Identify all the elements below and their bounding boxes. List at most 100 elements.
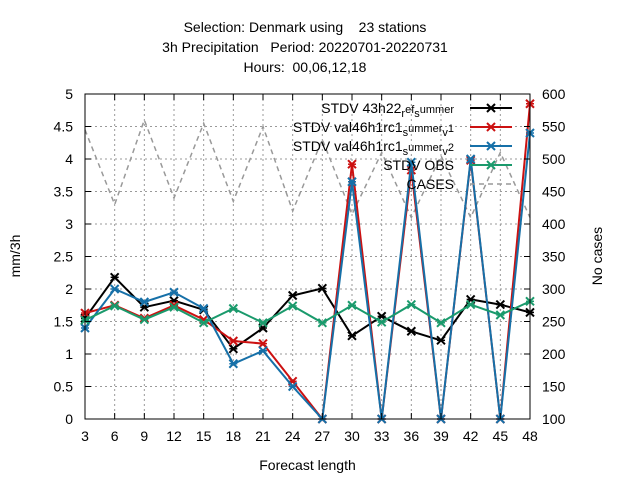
y2-tick-label: 200 (542, 346, 566, 362)
y2-tick-label: 550 (542, 119, 566, 135)
y-tick-label: 1.5 (54, 314, 74, 330)
legend-entry: STDV val46h1rc1summerv1 (293, 119, 512, 139)
data-point (347, 300, 357, 310)
y2-tick-label: 250 (542, 314, 566, 330)
legend-entry: STDV 43h22refsummer (321, 100, 512, 120)
legend-entry: STDV val46h1rc1summerv2 (293, 138, 512, 158)
legend-entry: STDV OBS (383, 157, 512, 173)
x-axis-label: Forecast length (259, 457, 356, 473)
x-tick-label: 18 (226, 428, 242, 444)
legend-label: STDV 43h22refsummer (321, 100, 454, 120)
data-point (495, 299, 506, 310)
y-tick-label: 5 (65, 86, 73, 102)
data-point (465, 299, 476, 310)
data-point (169, 287, 179, 297)
data-point (139, 314, 150, 325)
data-point (287, 381, 298, 392)
x-tick-label: 3 (81, 428, 89, 444)
legend-label: STDV val46h1rc1summerv1 (293, 119, 454, 139)
data-point (109, 272, 120, 283)
y2-tick-label: 350 (542, 249, 566, 265)
data-point (228, 359, 239, 369)
x-tick-label: 24 (285, 428, 301, 444)
series-line (84, 275, 531, 351)
series-0 (80, 272, 535, 354)
data-point (486, 141, 496, 151)
series-line (84, 132, 531, 422)
y-tick-label: 4 (65, 151, 73, 167)
data-point (258, 318, 268, 328)
x-tick-label: 15 (196, 428, 212, 444)
x-tick-label: 48 (522, 428, 538, 444)
data-point (347, 177, 357, 187)
x-tick-label: 6 (111, 428, 119, 444)
y-tick-label: 3 (65, 216, 73, 232)
y2-tick-label: 100 (542, 411, 566, 427)
legend-label: STDV val46h1rc1summerv2 (293, 138, 454, 158)
x-tick-label: 45 (493, 428, 509, 444)
data-point (109, 301, 120, 311)
x-tick-label: 42 (463, 428, 479, 444)
x-tick-label: 39 (433, 428, 449, 444)
x-tick-label: 12 (166, 428, 182, 444)
y-tick-label: 0 (65, 411, 73, 427)
data-point (406, 326, 417, 336)
series-line (84, 117, 531, 220)
y2-axis-label: No cases (589, 227, 605, 285)
data-point (169, 302, 179, 312)
data-point (495, 310, 506, 320)
y-tick-label: 0.5 (54, 379, 74, 395)
data-point (317, 283, 328, 294)
data-point (287, 301, 298, 311)
y-tick-label: 4.5 (54, 119, 74, 135)
data-point (198, 318, 209, 328)
y2-tick-label: 600 (542, 86, 566, 102)
y2-tick-label: 300 (542, 281, 566, 297)
y-tick-label: 2.5 (54, 249, 74, 265)
y2-tick-label: 500 (542, 151, 566, 167)
data-point (228, 336, 239, 346)
y2-tick-label: 150 (542, 379, 566, 395)
series-2 (80, 128, 535, 424)
data-point (228, 303, 239, 314)
title-line: Hours: 00,06,12,18 (244, 59, 367, 75)
data-point (317, 318, 328, 328)
data-point (258, 338, 268, 349)
axis-ticks: 3 6 9 12 15 18 21 24 27 30 33 36 39 42 45 4800.511.522.… (54, 86, 566, 444)
data-point (486, 160, 496, 170)
data-point (139, 297, 150, 307)
data-point (198, 303, 209, 314)
x-tick-label: 30 (344, 428, 360, 444)
legend-label: STDV OBS (383, 157, 454, 173)
data-point (486, 103, 496, 113)
data-point (406, 157, 417, 167)
data-point (406, 299, 417, 310)
data-point (486, 122, 496, 132)
data-point (109, 284, 120, 294)
x-tick-label: 33 (374, 428, 390, 444)
legend-entry: CASES (407, 176, 512, 192)
data-point (347, 159, 357, 169)
legend-label: CASES (407, 176, 454, 192)
data-point (436, 335, 446, 346)
data-point (376, 317, 387, 327)
data-point (436, 318, 446, 328)
data-point (228, 344, 239, 354)
x-tick-label: 9 (140, 428, 148, 444)
data-point (287, 290, 298, 301)
series-4 (84, 117, 531, 220)
y2-tick-label: 400 (542, 216, 566, 232)
y-tick-label: 3.5 (54, 184, 74, 200)
x-tick-label: 27 (315, 428, 331, 444)
x-tick-label: 36 (404, 428, 420, 444)
y-tick-label: 1 (65, 346, 73, 362)
y2-tick-label: 450 (542, 184, 566, 200)
title-line: 3h Precipitation Period: 20220701-202207… (162, 39, 448, 55)
title-line: Selection: Denmark using 23 stations (184, 19, 427, 35)
chart-title: Selection: Denmark using 23 stations 3h P… (162, 19, 448, 75)
x-tick-label: 21 (255, 428, 271, 444)
data-point (465, 154, 476, 164)
data-point (347, 331, 357, 341)
series-3 (80, 296, 535, 328)
